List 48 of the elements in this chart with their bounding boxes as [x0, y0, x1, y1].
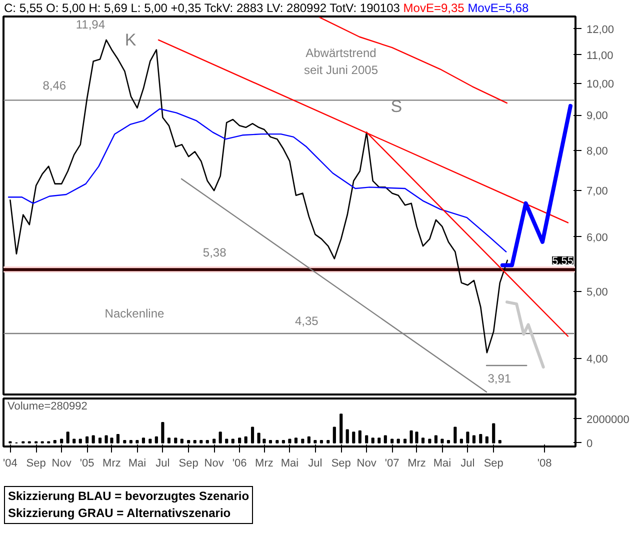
- x-tick-label: '04: [3, 458, 18, 470]
- annotation: 4,35: [294, 314, 319, 328]
- x-tick-label: Mai: [433, 458, 452, 470]
- x-tick-label: '07: [384, 458, 400, 470]
- annotation: K: [124, 30, 137, 50]
- text: Skizzierung BLAU = bevorzugtes Szenario: [8, 489, 250, 503]
- annotation: 8,46: [42, 78, 66, 92]
- x-tick-label: '05: [80, 458, 94, 470]
- x-tick-label: Jul: [308, 458, 322, 470]
- x-tick-label: Mai: [128, 458, 146, 470]
- annotation: 5,55: [552, 255, 574, 268]
- y-tick-label: 5,00: [586, 286, 608, 299]
- chart-title: C: 5,55 O: 5,00 H: 5,69 L: 5,00 +0,35 TckV: 2883 LV: 280992 TotV: 190103: [4, 1, 400, 15]
- x-tick-label: '06: [232, 458, 247, 470]
- text: Skizzierung GRAU = Alternativszenario: [8, 506, 231, 520]
- x-tick-label: Mai: [280, 458, 299, 470]
- text: MovE=5,68: [468, 1, 529, 15]
- x-tick-label: Nov: [356, 458, 377, 470]
- x-tick-label: Nov: [52, 458, 72, 470]
- y-tick-label: 4,00: [586, 354, 608, 366]
- annotation: Abwärtstrend seit Juni 2005: [304, 46, 378, 77]
- x-tick-label: '08: [537, 458, 552, 470]
- y-tick-label: 11,00: [586, 50, 614, 62]
- annotation: 3,91: [488, 371, 512, 386]
- x-tick-label: Mrz: [255, 458, 274, 470]
- annotation: S: [390, 96, 402, 116]
- chart-title: Volume=280992: [8, 400, 88, 412]
- x-tick-label: Jul: [460, 458, 475, 470]
- y-tick-label: 10,00: [586, 78, 614, 91]
- x-tick-label: Mrz: [102, 458, 121, 470]
- x-tick-label: Sep: [178, 458, 198, 470]
- annotation: Nackenline: [104, 306, 164, 321]
- annotation: 11,94: [76, 18, 106, 32]
- x-tick-label: Mrz: [408, 458, 426, 470]
- y-tick-label: 9,00: [586, 110, 608, 122]
- y-tick-label: 8,00: [586, 146, 608, 158]
- y-tick-label: 2000000: [586, 414, 630, 426]
- x-tick-label: Sep: [26, 458, 46, 470]
- y-tick-label: 0: [586, 438, 593, 450]
- x-tick-label: Jul: [156, 458, 170, 470]
- x-tick-label: Nov: [204, 458, 224, 470]
- annotation: 5,38: [202, 245, 227, 260]
- y-tick-label: 12,00: [586, 24, 614, 36]
- x-tick-label: Sep: [484, 458, 504, 470]
- text: MovE=9,35: [403, 1, 464, 15]
- y-tick-label: 6,00: [586, 232, 608, 244]
- y-tick-label: 7,00: [586, 186, 608, 198]
- x-tick-label: Sep: [331, 458, 351, 470]
